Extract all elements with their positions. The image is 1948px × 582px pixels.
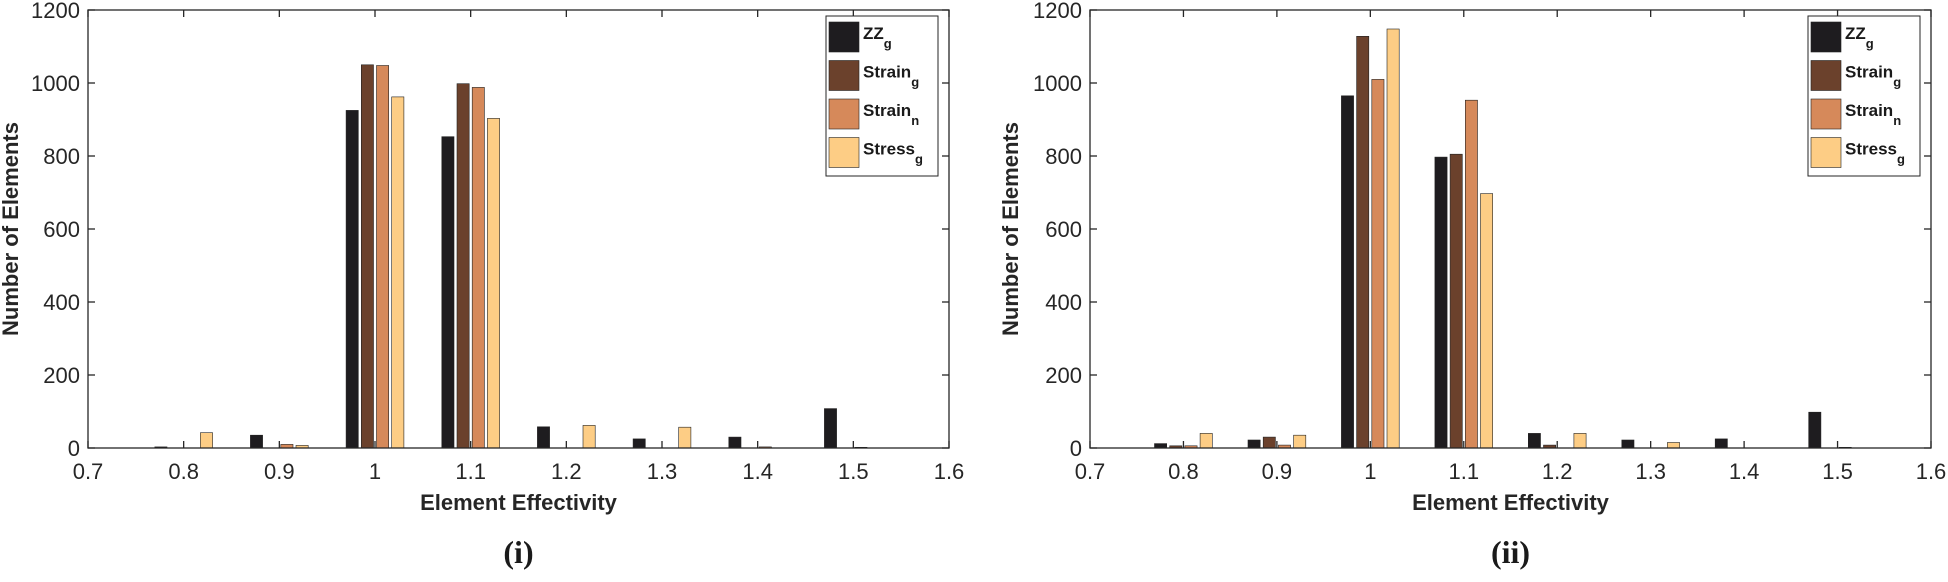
bar-2-1	[360, 64, 374, 449]
y-tick-label: 800	[1045, 144, 1082, 169]
x-axis-title: Element Effectivity	[1412, 490, 1610, 515]
bar-1-1.4	[728, 436, 742, 449]
legend-entry-label: Strainn	[863, 101, 919, 128]
y-tick-label: 400	[43, 290, 80, 315]
bar-4-1.1	[487, 118, 500, 449]
bar-4-1.3	[678, 426, 692, 449]
bar-3-1	[1371, 79, 1385, 449]
bar-4-1.1	[1480, 193, 1493, 449]
legend-swatch	[828, 21, 860, 53]
bar-1-0.9	[1247, 439, 1261, 449]
bar-1-1.1	[441, 136, 455, 449]
legend-entry-label: Stressg	[863, 140, 923, 167]
x-tick-label: 1.1	[1448, 459, 1479, 484]
y-axis-title: Number of Elements	[998, 122, 1023, 336]
y-tick-label: 200	[1045, 363, 1082, 388]
x-tick-label: 1.5	[1822, 459, 1853, 484]
x-tick-label: 0.8	[168, 459, 199, 484]
chart-panel-ii: 0.7 0.8 0.9 1 1.1 1.2 1.3 1.4 1.5 1.6 0 200 400 600 80…	[998, 0, 1946, 570]
bar-4-0.9	[1293, 434, 1307, 449]
plot-area-frame	[87, 9, 950, 449]
legend-entry-label: Straing	[863, 63, 919, 90]
x-tick-label: 1.2	[551, 459, 582, 484]
bar-4-1	[1386, 28, 1400, 449]
y-tick-label: 400	[1045, 290, 1082, 315]
x-tick-label: 1	[369, 459, 381, 484]
bar-1-1.3	[632, 438, 646, 449]
x-axis-title: Element Effectivity	[420, 490, 618, 515]
bar-1-1.4	[1714, 438, 1728, 449]
bar-2-0.9	[1262, 436, 1276, 449]
x-tick-label: 0.7	[73, 459, 104, 484]
x-tick-label: 1.4	[742, 459, 773, 484]
legend-entry-label: Stressg	[1845, 140, 1905, 167]
bar-3-1.1	[471, 87, 485, 449]
bar-1-1	[345, 110, 359, 449]
x-tick-label: 1.5	[838, 459, 869, 484]
legend-entry-label: Strainn	[1845, 101, 1901, 128]
y-axis-title: Number of Elements	[0, 122, 23, 336]
legend-entry-label: Straing	[1845, 63, 1901, 90]
x-tick-label: 1	[1364, 459, 1376, 484]
y-tick-label: 1000	[1033, 71, 1082, 96]
x-tick-label: 0.8	[1168, 459, 1199, 484]
bar-3-1	[376, 65, 389, 449]
bar-1-1	[1341, 95, 1354, 449]
bar-4-0.8	[1199, 433, 1213, 449]
bar-1-1.2	[1528, 433, 1541, 449]
bar-1-0.8	[1154, 443, 1167, 449]
legend: ZZg Straing Strainn Stressg	[825, 15, 939, 177]
y-tick-label: 600	[43, 217, 80, 242]
bar-1-0.9	[250, 434, 263, 449]
x-tick-label: 1.4	[1729, 459, 1760, 484]
y-tick-label: 800	[43, 144, 80, 169]
bar-1-1.1	[1434, 156, 1448, 449]
bar-4-1	[391, 96, 405, 449]
legend-entry-label: ZZg	[1845, 24, 1874, 51]
legend-swatch	[828, 60, 860, 91]
legend-swatch	[1810, 98, 1842, 130]
y-tick-label: 1200	[31, 0, 80, 23]
legend-swatch	[828, 137, 860, 168]
legend-swatch	[1810, 60, 1842, 91]
bar-4-1.2	[1573, 433, 1587, 449]
bar-4-1.2	[582, 425, 596, 449]
x-tick-label: 1.6	[934, 459, 965, 484]
y-tick-label: 1000	[31, 71, 80, 96]
legend-swatch	[1810, 21, 1842, 53]
bar-4-1.3	[1667, 442, 1680, 449]
y-tick-label: 600	[1045, 217, 1082, 242]
bar-3-1.1	[1465, 99, 1478, 449]
x-tick-label: 1.2	[1542, 459, 1573, 484]
legend-entry-label: ZZg	[863, 24, 892, 51]
x-tick-label: 0.9	[1262, 459, 1293, 484]
bar-1-1.5	[824, 408, 837, 449]
legend: ZZg Straing Strainn Stressg	[1807, 15, 1921, 177]
bar-1-1.2	[537, 426, 550, 449]
bar-2-1.1	[456, 83, 470, 449]
y-tick-label: 0	[68, 436, 80, 461]
y-tick-label: 1200	[1033, 0, 1082, 23]
bar-1-1.5	[1808, 411, 1822, 449]
panel-label: (ii)	[1491, 534, 1530, 570]
x-tick-label: 0.7	[1075, 459, 1106, 484]
y-tick-label: 200	[43, 363, 80, 388]
legend-swatch	[828, 98, 860, 130]
panel-label: (i)	[503, 534, 533, 570]
chart-panel-i: 0.7 0.8 0.9 1 1.1 1.2 1.3 1.4 1.5 1.6 0 200 400 600 80…	[0, 0, 964, 570]
bar-1-1.3	[1621, 439, 1635, 449]
y-tick-label: 0	[1070, 436, 1082, 461]
x-tick-label: 1.3	[647, 459, 678, 484]
plot-area-frame	[1089, 9, 1932, 449]
legend-swatch	[1810, 137, 1842, 168]
bar-2-1	[1356, 35, 1370, 449]
bar-2-1.1	[1449, 153, 1463, 449]
x-tick-label: 0.9	[264, 459, 295, 484]
x-tick-label: 1.1	[455, 459, 486, 484]
bar-4-0.8	[200, 432, 213, 449]
x-tick-label: 1.6	[1916, 459, 1947, 484]
x-tick-label: 1.3	[1635, 459, 1666, 484]
